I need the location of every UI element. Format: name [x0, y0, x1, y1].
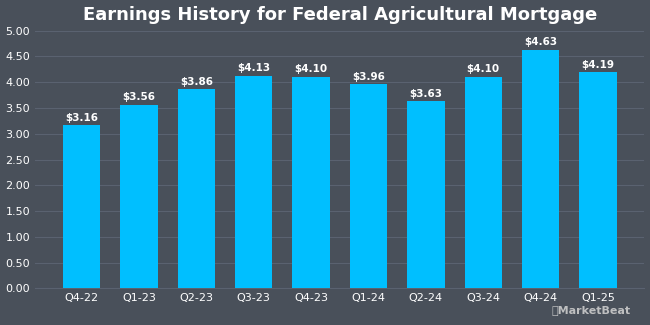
Text: $4.10: $4.10 [467, 64, 500, 74]
Bar [465, 77, 502, 288]
Text: $3.63: $3.63 [410, 89, 443, 99]
Text: $3.56: $3.56 [122, 92, 155, 102]
Bar [522, 50, 560, 288]
Text: $4.19: $4.19 [582, 60, 615, 70]
Text: $4.10: $4.10 [294, 64, 328, 74]
Text: $3.86: $3.86 [180, 77, 213, 87]
Bar [235, 75, 272, 288]
Title: Earnings History for Federal Agricultural Mortgage: Earnings History for Federal Agricultura… [83, 6, 597, 23]
Text: $3.96: $3.96 [352, 72, 385, 82]
Text: $4.63: $4.63 [524, 37, 557, 47]
Bar [408, 101, 445, 288]
Bar [177, 89, 215, 288]
Bar [292, 77, 330, 288]
Bar [120, 105, 157, 288]
Text: ⼧MarketBeat: ⼧MarketBeat [551, 305, 630, 315]
Text: $4.13: $4.13 [237, 63, 270, 73]
Bar [579, 72, 617, 288]
Bar [350, 84, 387, 288]
Text: $3.16: $3.16 [65, 113, 98, 123]
Bar [63, 125, 100, 288]
